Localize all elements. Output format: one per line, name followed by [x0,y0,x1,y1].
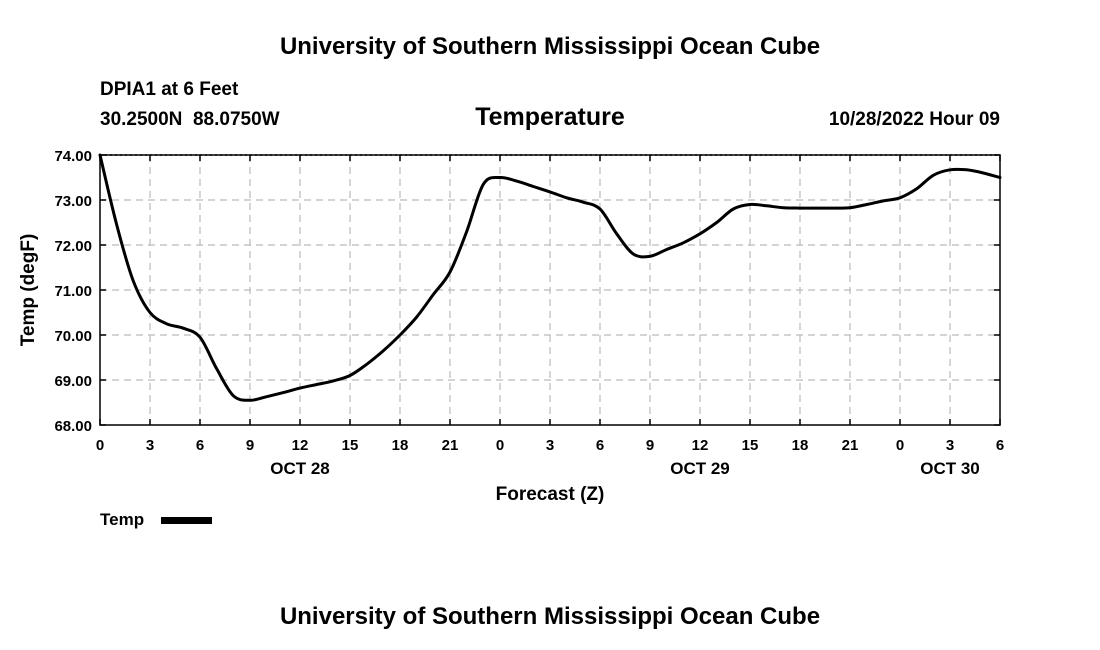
y-tick-label: 74.00 [54,148,92,165]
date-label: OCT 28 [270,459,330,478]
x-tick-label: 3 [146,437,154,454]
x-tick-label: 0 [96,437,104,454]
station-label: DPIA1 at 6 Feet [100,79,239,100]
x-tick-label: 0 [896,437,904,454]
station-coordinates: 30.2500N 88.0750W [100,109,280,130]
y-tick-labels: 68.00 69.00 70.00 71.00 72.00 73.00 74.00 [54,148,92,435]
date-label: OCT 29 [670,459,730,478]
grid-lines [100,154,1000,425]
legend-label: Temp [100,510,144,529]
x-tick-label: 15 [742,437,759,454]
x-tick-label: 12 [292,437,309,454]
figure-title: University of Southern Mississippi Ocean… [280,33,820,60]
x-tick-label: 6 [596,437,604,454]
x-tick-label: 6 [996,437,1004,454]
y-tick-label: 68.00 [54,418,92,435]
x-tick-label: 0 [496,437,504,454]
y-tick-label: 70.00 [54,328,92,345]
date-labels: OCT 28 OCT 29 OCT 30 [270,459,980,478]
temp-series-line [98,153,1002,402]
date-label: OCT 30 [920,459,980,478]
y-tick-label: 72.00 [54,238,92,255]
footer-title: University of Southern Mississippi Ocean… [280,603,820,630]
chart-title: Temperature [475,103,625,131]
axis-ticks [99,154,1001,426]
x-tick-labels: 0 3 6 9 12 15 18 21 0 3 6 9 12 15 18 21 0 3 6 [96,437,1004,454]
x-tick-label: 9 [646,437,654,454]
legend-line-swatch [161,517,212,524]
x-tick-label: 21 [442,437,459,454]
x-tick-label: 9 [246,437,254,454]
x-tick-label: 18 [392,437,409,454]
y-tick-label: 73.00 [54,193,92,210]
x-tick-label: 12 [692,437,709,454]
y-tick-label: 71.00 [54,283,92,300]
x-tick-label: 18 [792,437,809,454]
x-tick-label: 21 [842,437,859,454]
x-axis-label: Forecast (Z) [496,484,605,505]
x-tick-label: 3 [946,437,954,454]
x-tick-label: 6 [196,437,204,454]
x-tick-label: 3 [546,437,554,454]
y-tick-label: 69.00 [54,373,92,390]
x-tick-label: 15 [342,437,359,454]
forecast-datetime: 10/28/2022 Hour 09 [829,109,1000,130]
y-axis-label: Temp (degF) [18,234,39,347]
